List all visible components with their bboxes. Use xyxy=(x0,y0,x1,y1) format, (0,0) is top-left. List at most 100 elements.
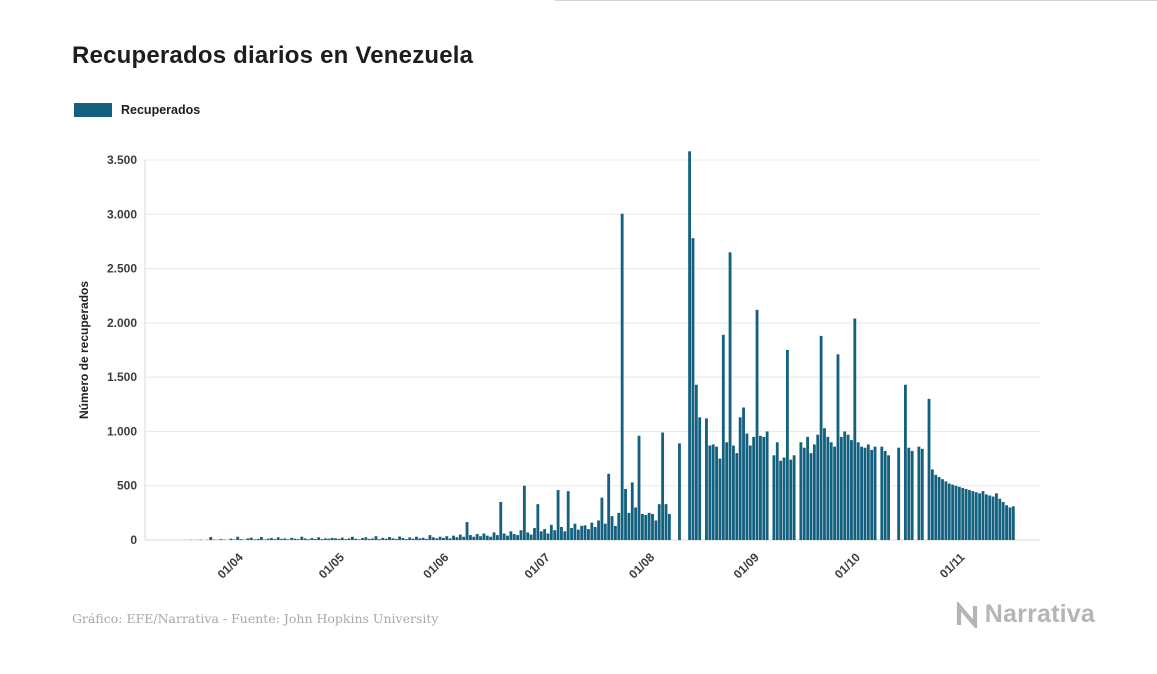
bar xyxy=(313,538,317,540)
bar xyxy=(634,507,638,540)
bar xyxy=(388,536,391,540)
bar xyxy=(694,384,698,540)
y-tick-label: 3.500 xyxy=(107,153,137,167)
bar xyxy=(856,442,860,540)
bar xyxy=(644,515,648,540)
bar xyxy=(799,442,803,540)
bar xyxy=(688,151,692,540)
bar xyxy=(866,444,870,540)
bar xyxy=(323,538,327,540)
bar xyxy=(529,534,533,540)
bar xyxy=(465,522,469,540)
bar xyxy=(418,538,422,540)
gridlines xyxy=(145,159,1040,541)
bar xyxy=(462,536,466,540)
bar xyxy=(748,445,752,540)
bar xyxy=(863,447,867,540)
bar xyxy=(917,446,921,540)
bar xyxy=(394,538,398,540)
bar xyxy=(435,538,439,540)
bar xyxy=(651,513,654,540)
bar xyxy=(691,238,695,541)
bar xyxy=(843,431,847,540)
bar xyxy=(472,536,476,540)
bar xyxy=(667,513,671,540)
bar xyxy=(627,512,631,540)
x-tick-label: 01/04 xyxy=(215,550,246,581)
bar xyxy=(499,502,503,540)
x-tick-labels: 01/04 01/05 01/06 01/07 01/08 01/09 01/10 01/11 xyxy=(215,550,968,581)
bar xyxy=(377,539,381,540)
bar xyxy=(637,435,641,540)
bar xyxy=(263,539,267,540)
bar xyxy=(549,524,553,540)
bar xyxy=(988,495,992,540)
bar xyxy=(708,445,712,540)
bar xyxy=(391,538,395,540)
bar xyxy=(779,460,783,540)
bar xyxy=(593,526,597,540)
bar xyxy=(826,436,830,540)
bar xyxy=(522,485,526,540)
bar xyxy=(809,453,813,540)
bar xyxy=(583,525,587,540)
bar xyxy=(870,449,874,540)
bar xyxy=(502,533,506,540)
y-tick-label: 2.000 xyxy=(107,316,137,330)
bar xyxy=(280,538,283,540)
bar xyxy=(846,434,850,540)
bar xyxy=(698,417,702,540)
bar xyxy=(327,538,331,540)
narrativa-wordmark: Narrativa xyxy=(984,600,1095,628)
legend: Recuperados xyxy=(74,103,200,117)
bar xyxy=(381,537,385,540)
bar xyxy=(745,433,749,540)
bar xyxy=(806,436,810,540)
bar xyxy=(556,490,560,540)
bar xyxy=(836,354,840,540)
bar xyxy=(981,491,985,540)
x-tick-label: 01/06 xyxy=(420,550,451,581)
bar xyxy=(927,398,931,540)
bar xyxy=(755,309,759,540)
bar xyxy=(398,536,402,540)
bar xyxy=(819,335,823,540)
legend-label: Recuperados xyxy=(121,103,201,117)
narrativa-logo-icon xyxy=(956,601,977,628)
bar xyxy=(246,538,250,540)
bar xyxy=(775,442,779,540)
bar xyxy=(404,539,408,540)
bar xyxy=(991,496,995,540)
bar xyxy=(411,538,415,540)
bar xyxy=(792,455,796,540)
bar xyxy=(883,450,887,540)
y-tick-label: 1.000 xyxy=(107,424,137,438)
bar xyxy=(526,532,530,540)
bar xyxy=(236,536,240,540)
bar xyxy=(270,538,273,540)
bar xyxy=(816,434,820,540)
bar xyxy=(563,531,567,540)
bar xyxy=(728,252,732,540)
bar xyxy=(546,533,550,540)
bar xyxy=(536,504,540,540)
bar xyxy=(553,530,557,540)
bar xyxy=(947,483,951,540)
bar xyxy=(657,504,661,540)
bar xyxy=(725,442,729,540)
bar xyxy=(364,537,368,540)
bar xyxy=(421,537,425,540)
bar xyxy=(944,481,948,540)
bar xyxy=(765,431,769,540)
bar xyxy=(293,538,297,540)
bar xyxy=(415,536,418,540)
bar xyxy=(229,538,233,540)
bar xyxy=(492,532,496,540)
bar xyxy=(371,538,375,540)
bar xyxy=(519,530,523,540)
bar xyxy=(374,536,378,540)
bar xyxy=(937,477,941,540)
bar xyxy=(1008,507,1012,540)
bar xyxy=(576,529,580,540)
